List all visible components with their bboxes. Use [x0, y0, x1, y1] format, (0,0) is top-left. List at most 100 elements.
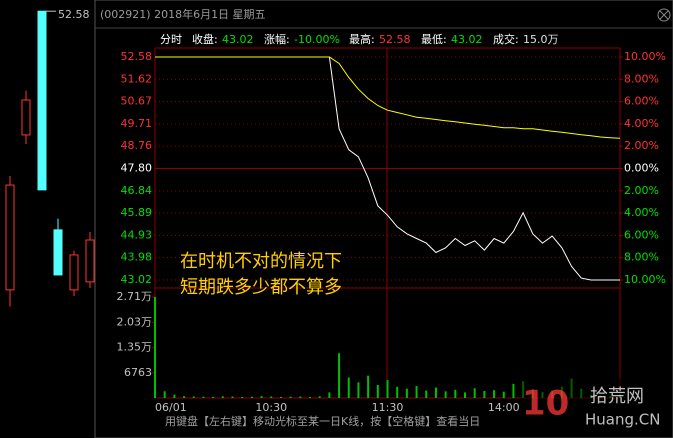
volume-bar: [328, 392, 331, 398]
volume-bar: [192, 396, 195, 398]
info-bar: 收盘: 43.02 涨幅: -10.00% 最高: 52.58 最低: 43.02 成交: 15.…: [192, 32, 559, 46]
volume-bar: [270, 396, 273, 398]
volume-bar: [260, 396, 263, 398]
volume-bar: [202, 396, 205, 398]
info-field-label: 涨幅:: [264, 33, 290, 46]
volume-bar: [221, 396, 224, 398]
y2-tick-label: 4.00%: [624, 117, 659, 130]
volume-bar: [415, 386, 418, 398]
high-label: 52.58: [58, 8, 90, 21]
volume-bar: [279, 396, 282, 398]
y-tick-label: 50.67: [121, 95, 153, 108]
volume-bar: [502, 391, 505, 398]
volume-bar: [163, 391, 166, 398]
watermark-bg: [520, 378, 670, 434]
volume-bar: [493, 390, 496, 398]
x-tick-label: 10:30: [255, 401, 287, 414]
y2-tick-label: 2.00%: [624, 139, 659, 152]
volume-bar: [212, 396, 215, 398]
volume-bar: [183, 396, 186, 398]
watermark-name: 拾荒网: [590, 386, 644, 407]
y2-tick-label: 8.00%: [624, 251, 659, 264]
y-tick-label: 49.71: [121, 117, 153, 130]
candle-body: [21, 99, 31, 136]
kline-panel: [5, 10, 95, 307]
volume-bar: [483, 390, 486, 398]
volume-bar: [367, 375, 370, 398]
volume-bar: [299, 396, 302, 398]
x-tick-label: 06/01: [155, 401, 187, 414]
info-field-label: 收盘:: [192, 32, 218, 46]
info-field-value: -10.00%: [294, 33, 340, 46]
info-field-value: 43.02: [222, 33, 254, 46]
info-field-value: 15.0万: [523, 33, 559, 46]
volume-bar: [396, 386, 399, 398]
volume-bar: [434, 387, 437, 398]
info-field-label: 最高:: [349, 32, 375, 46]
y-tick-label: 46.84: [121, 184, 153, 197]
volume-bar: [250, 396, 253, 398]
annotation: 在时机不对的情况下: [180, 251, 342, 272]
chart: 52.58 51.62 50.67 49.71 48.76 47.80 46.84 45.89…: [117, 50, 666, 414]
y-tick-label: 44.93: [121, 228, 153, 241]
watermark-domain: Huang.CN: [585, 411, 660, 429]
candle-body: [69, 254, 79, 291]
close-button[interactable]: [657, 8, 671, 22]
status-text: 用键盘【左右键】移动光标至某一日K线，按【空格键】查看当日: [165, 414, 480, 428]
volume-bar: [454, 389, 457, 398]
info-field-label: 最低:: [421, 33, 447, 46]
volume-bar: [318, 396, 321, 398]
volume-bar: [376, 384, 379, 398]
y2-tick-label: 8.00%: [624, 72, 659, 85]
y-tick-label: 51.62: [121, 72, 153, 85]
volume-tick-label: 2.03万: [117, 315, 153, 328]
y-tick-label: 47.80: [121, 162, 153, 175]
info-field-label: 成交:: [493, 32, 519, 46]
watermark: 10 拾荒网 Huang.CN: [520, 378, 670, 434]
volume-tick-label: 1.35万: [117, 341, 153, 354]
y2-tick-label: 10.00%: [624, 50, 666, 63]
volume-tick-label: 6763: [124, 366, 152, 379]
volume-bar: [405, 388, 408, 398]
y-tick-label: 43.98: [121, 251, 153, 264]
volume-bar: [338, 353, 341, 398]
volume-bar: [425, 390, 428, 398]
candle-body: [53, 229, 63, 276]
y2-tick-label: 10.00%: [624, 273, 666, 286]
volume-bar: [309, 396, 311, 398]
info-field-value: 43.02: [451, 33, 483, 46]
volume-bar: [154, 297, 156, 398]
watermark-number: 10: [522, 384, 569, 424]
info-label: 分时: [160, 33, 182, 46]
volume-tick-label: 2.71万: [117, 290, 153, 303]
volume-bar: [347, 377, 350, 398]
y-tick-label: 48.76: [121, 139, 153, 152]
annotation: 短期跌多少都不算多: [180, 277, 342, 298]
volume-bar: [386, 380, 389, 398]
volume-bar: [444, 391, 447, 398]
y-tick-label: 45.89: [121, 206, 153, 219]
close-icon: [659, 10, 669, 20]
y2-tick-label: 0.00%: [624, 162, 659, 175]
y2-tick-label: 6.00%: [624, 95, 659, 108]
candle-body: [37, 10, 47, 191]
info-field-value: 52.58: [379, 33, 411, 46]
volume-bar: [464, 392, 466, 398]
x-tick-label: 11:30: [372, 401, 404, 414]
candle-body: [5, 184, 15, 291]
candle-body: [85, 239, 95, 283]
y-tick-label: 52.58: [121, 50, 153, 63]
window-title: (002921) 2018年6月1日 星期五: [100, 7, 266, 21]
volume-bar: [231, 396, 234, 398]
volume-bar: [173, 394, 176, 398]
price-line: [155, 56, 621, 139]
x-tick-label: 14:00: [488, 401, 520, 414]
window: [94, 0, 673, 438]
y2-tick-label: 6.00%: [624, 228, 659, 241]
y-tick-label: 43.02: [121, 273, 153, 286]
volume-bar: [241, 396, 244, 398]
volume-bar: [357, 382, 360, 398]
y2-tick-label: 4.00%: [624, 206, 659, 219]
volume-bar: [512, 383, 515, 398]
